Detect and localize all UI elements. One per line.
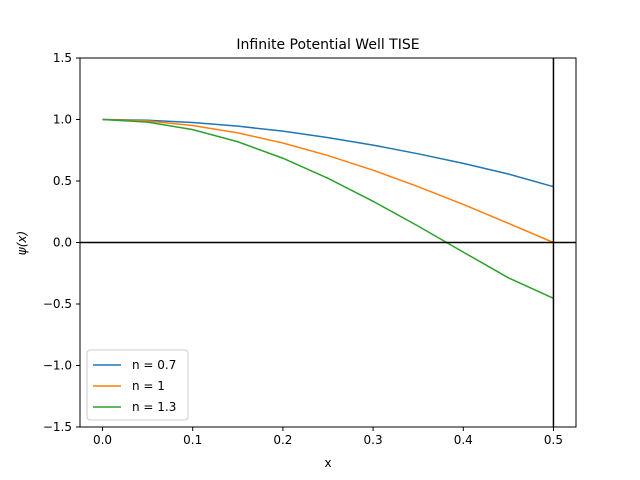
x-axis-label: x xyxy=(324,456,331,470)
y-tick-label: 1.5 xyxy=(53,51,72,65)
x-tick-label: 0.1 xyxy=(183,433,202,447)
y-tick-label: 1.0 xyxy=(53,113,72,127)
y-axis: −1.5 −1.0 −0.5 0.0 0.5 1.0 1.5 xyxy=(43,51,80,434)
series-layer xyxy=(102,118,554,300)
legend: n = 0.7 n = 1 n = 1.3 xyxy=(86,349,189,421)
y-axis-label: ψ(x) xyxy=(15,231,29,255)
x-tick-label: 0.4 xyxy=(454,433,473,447)
x-tick-label: 0.3 xyxy=(364,433,383,447)
x-tick-label: 0.0 xyxy=(93,433,112,447)
series-line-1 xyxy=(102,118,554,188)
legend-label-2: n = 1 xyxy=(132,379,165,393)
y-tick-label: 0.5 xyxy=(53,174,72,188)
series-line-2 xyxy=(102,118,554,244)
x-axis: 0.0 0.1 0.2 0.3 0.4 0.5 xyxy=(93,427,563,447)
legend-box xyxy=(86,349,189,421)
y-tick-label: −1.5 xyxy=(43,420,72,434)
legend-label-1: n = 0.7 xyxy=(132,358,176,372)
legend-label-3: n = 1.3 xyxy=(132,400,176,414)
series-line-3 xyxy=(102,118,554,300)
y-tick-label: −1.0 xyxy=(43,359,72,373)
y-tick-label: 0.0 xyxy=(53,236,72,250)
x-tick-label: 0.5 xyxy=(544,433,563,447)
x-tick-label: 0.2 xyxy=(273,433,292,447)
reference-lines xyxy=(80,58,576,427)
chart-title: Infinite Potential Well TISE xyxy=(236,37,419,53)
y-tick-label: −0.5 xyxy=(43,297,72,311)
